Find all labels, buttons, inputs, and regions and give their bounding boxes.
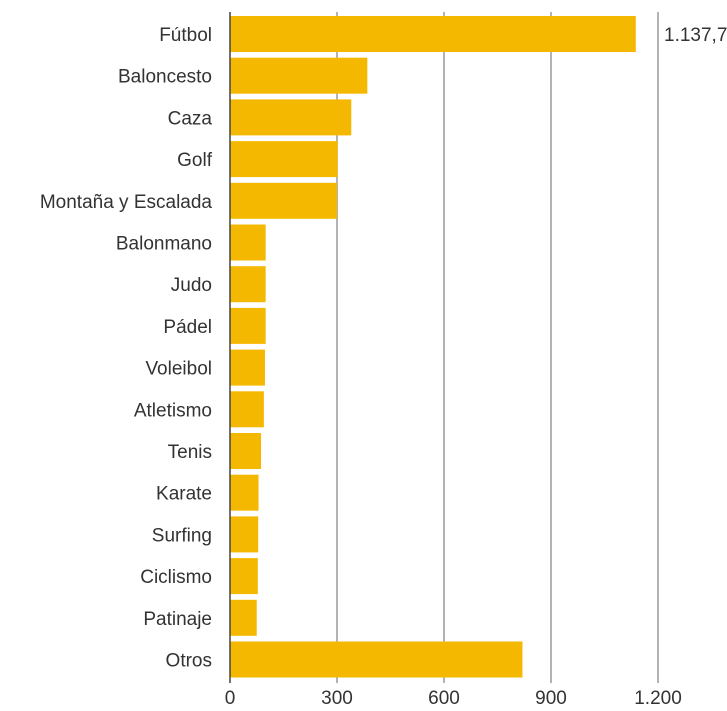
data-label: 1.137,7 bbox=[664, 25, 727, 46]
category-label: Baloncesto bbox=[118, 67, 212, 88]
bar bbox=[230, 57, 368, 94]
bar bbox=[230, 516, 259, 553]
x-tick-label: 300 bbox=[321, 688, 353, 709]
category-label: Balonmano bbox=[116, 234, 212, 255]
bar bbox=[230, 641, 523, 678]
bar bbox=[230, 307, 266, 344]
category-label: Otros bbox=[166, 651, 212, 672]
bar bbox=[230, 99, 352, 136]
category-label: Atletismo bbox=[134, 400, 212, 421]
category-label: Ciclismo bbox=[140, 567, 212, 588]
category-label: Tenis bbox=[168, 442, 212, 463]
bar bbox=[230, 599, 257, 636]
data-labels: 1.137,7 bbox=[664, 25, 727, 46]
gridlines bbox=[336, 12, 659, 683]
bar bbox=[230, 391, 264, 428]
category-label: Judo bbox=[171, 275, 212, 296]
category-label: Caza bbox=[168, 108, 213, 129]
x-axis-ticks: 0 300 600 900 1.200 bbox=[225, 688, 682, 709]
x-tick-label: 900 bbox=[535, 688, 567, 709]
bar bbox=[230, 224, 266, 261]
bar bbox=[230, 141, 338, 178]
category-label: Voleibol bbox=[145, 359, 212, 380]
bar bbox=[230, 558, 258, 595]
bar bbox=[230, 182, 337, 219]
x-tick-label: 600 bbox=[428, 688, 460, 709]
category-label: Surfing bbox=[152, 525, 212, 546]
x-tick-label: 1.200 bbox=[634, 688, 682, 709]
category-label: Golf bbox=[177, 150, 213, 171]
bar bbox=[230, 433, 262, 469]
bar bbox=[230, 349, 265, 386]
category-labels: Fútbol Baloncesto Caza Golf Montaña y Escala… bbox=[40, 25, 213, 672]
bars bbox=[230, 16, 636, 678]
category-label: Fútbol bbox=[159, 25, 212, 46]
bar bbox=[230, 16, 636, 52]
category-label: Patinaje bbox=[143, 609, 212, 630]
x-tick-label: 0 bbox=[225, 688, 236, 709]
bar bbox=[230, 266, 266, 303]
bar bbox=[230, 474, 259, 511]
category-label: Karate bbox=[156, 484, 212, 505]
category-label: Pádel bbox=[163, 317, 212, 338]
category-label: Montaña y Escalada bbox=[40, 192, 213, 213]
